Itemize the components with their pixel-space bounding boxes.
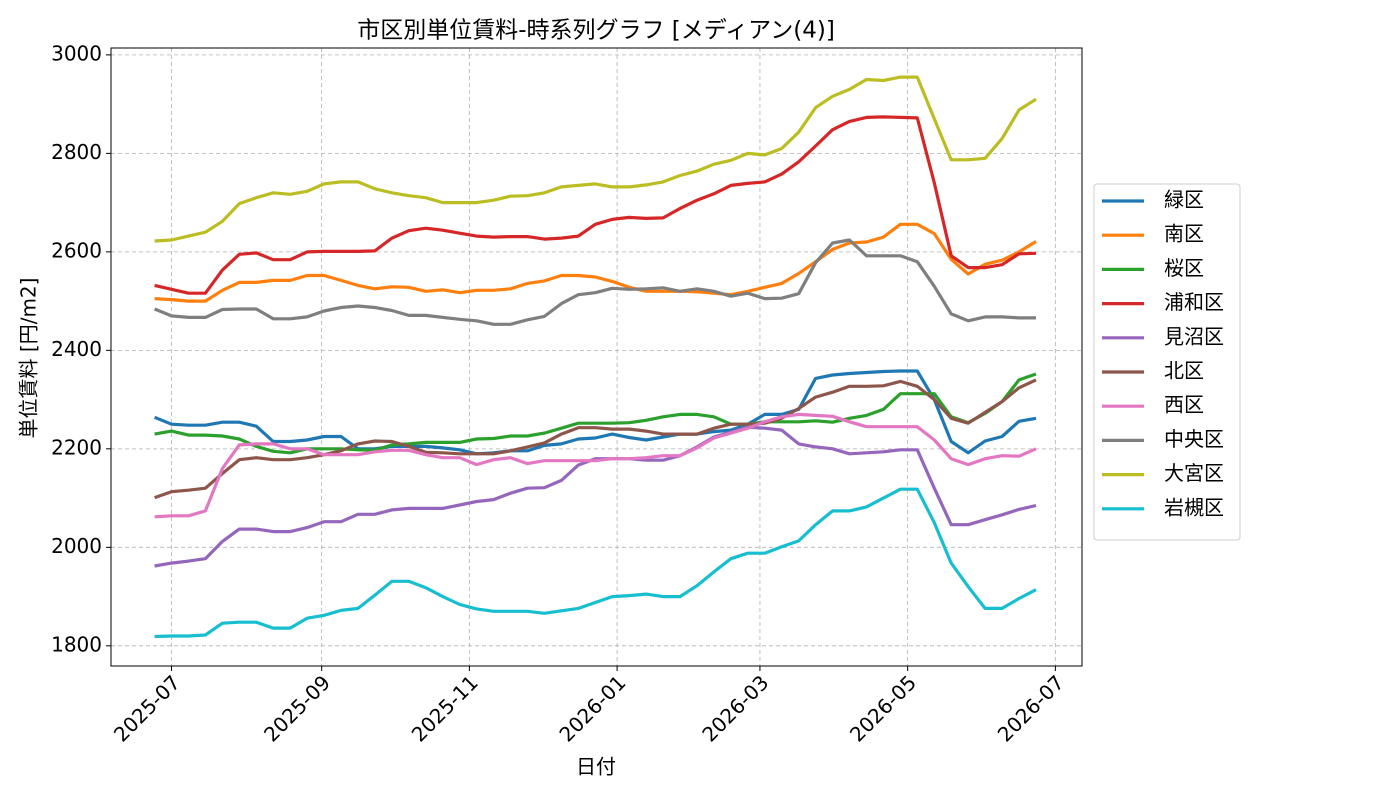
data-line xyxy=(154,378,1037,500)
data-line xyxy=(154,115,1037,295)
x-axis-label: 日付 xyxy=(576,755,616,779)
y-tick-label: 2200 xyxy=(51,435,102,459)
y-tick-label: 2600 xyxy=(51,238,102,262)
legend-label: 見沼区 xyxy=(1164,324,1224,348)
legend-label: 中央区 xyxy=(1164,427,1224,451)
data-line xyxy=(154,412,1037,519)
y-tick-label: 2800 xyxy=(51,140,102,164)
legend-label: 南区 xyxy=(1164,222,1204,246)
y-axis-label: 単位賃料 [円/m2] xyxy=(17,278,41,439)
data-line xyxy=(153,238,1036,326)
y-tick-label: 1800 xyxy=(51,632,102,656)
y-tick-label: 2400 xyxy=(51,337,102,361)
data-line xyxy=(154,222,1037,303)
data-line xyxy=(154,425,1037,568)
legend-label: 大宮区 xyxy=(1164,461,1224,485)
legend-label: 緑区 xyxy=(1164,188,1204,212)
legend-label: 浦和区 xyxy=(1164,290,1224,314)
legend-box xyxy=(1093,183,1241,541)
legend-label: 桜区 xyxy=(1164,256,1204,280)
y-tick-label: 3000 xyxy=(51,41,102,65)
y-tick-label: 2000 xyxy=(51,534,102,558)
data-line xyxy=(153,369,1037,456)
data-line xyxy=(154,75,1037,243)
chart-title: 市区別単位賃料-時系列グラフ [メディアン(4)] xyxy=(357,18,835,44)
plot-frame xyxy=(110,47,1083,667)
data-line xyxy=(154,487,1037,639)
legend-label: 西区 xyxy=(1164,393,1204,417)
legend-label: 岩槻区 xyxy=(1164,495,1224,519)
legend-label: 北区 xyxy=(1164,359,1204,383)
